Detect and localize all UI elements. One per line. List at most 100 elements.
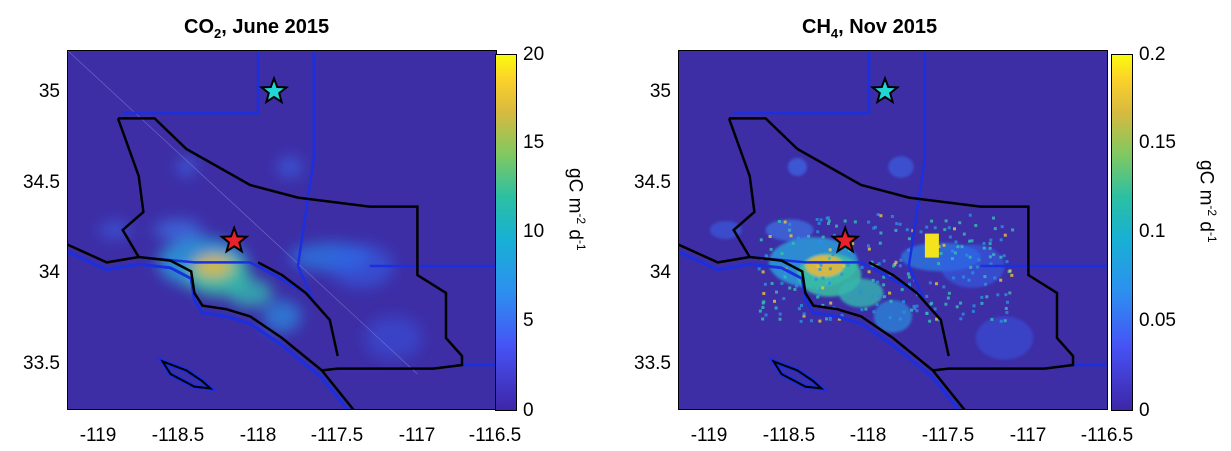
emission-pixel — [888, 316, 892, 320]
emission-pixel — [819, 218, 823, 222]
emission-pixel — [1003, 319, 1007, 323]
emission-pixel — [968, 213, 972, 217]
emission-blob — [364, 316, 423, 360]
emission-pixel — [962, 275, 966, 279]
emission-pixel — [876, 213, 880, 216]
emission-pixel — [774, 306, 778, 310]
emission-pixel — [875, 303, 879, 307]
co2-x-tick-label: -118 — [239, 425, 277, 446]
emission-pixel — [950, 257, 954, 261]
coastline — [678, 243, 966, 410]
emission-pixel — [895, 222, 899, 226]
ch4-y-tick-label: 35 — [649, 81, 671, 102]
emission-pixel — [816, 230, 820, 234]
emission-pixel — [948, 235, 952, 239]
ch4-x-tick-label: -117 — [1009, 425, 1047, 446]
emission-pixel — [946, 296, 950, 300]
emission-pixel — [944, 302, 948, 306]
emission-pixel — [982, 246, 986, 250]
emission-pixel — [1004, 293, 1008, 297]
emission-pixel — [1008, 269, 1012, 273]
emission-pixel — [761, 306, 765, 309]
emission-pixel — [775, 290, 778, 294]
emission-pixel — [867, 270, 871, 274]
emission-pixel — [837, 317, 841, 321]
emission-pixel — [773, 251, 777, 255]
basin-boundary — [138, 255, 307, 295]
emission-pixel — [816, 295, 820, 299]
co2-x-tick-label: -117 — [398, 425, 436, 446]
emission-pixel — [962, 232, 966, 236]
basin-boundary — [122, 50, 260, 115]
emission-pixel — [996, 293, 1000, 297]
emission-pixel — [892, 264, 896, 268]
emission-pixel — [879, 214, 883, 218]
emission-pixel — [925, 225, 929, 229]
emission-pixel — [902, 310, 906, 314]
co2-colorbar-tick: 0 — [523, 400, 534, 421]
emission-pixel — [762, 292, 766, 295]
emission-pixel — [840, 272, 844, 276]
emission-pixel — [789, 234, 793, 238]
emission-pixel — [882, 259, 886, 263]
emission-blob — [262, 300, 302, 333]
emission-pixel — [965, 253, 969, 257]
emission-pixel — [871, 294, 875, 298]
emission-pixel — [952, 276, 956, 280]
ch4-x-tick-label: -116.5 — [1080, 425, 1134, 446]
emission-pixel — [968, 255, 972, 259]
island-outline — [160, 359, 214, 390]
emission-pixel — [933, 307, 937, 311]
emission-pixel — [812, 277, 816, 281]
emission-pixel — [989, 262, 993, 266]
emission-pixel — [1002, 254, 1006, 258]
emission-pixel — [818, 319, 822, 323]
emission-pixel — [840, 313, 844, 317]
emission-pixel — [999, 278, 1003, 282]
emission-pixel — [828, 248, 832, 252]
emission-pixel — [818, 242, 822, 245]
emission-blob — [975, 316, 1034, 360]
emission-pixel — [783, 220, 787, 224]
emission-pixel — [867, 220, 871, 224]
county-line — [257, 261, 339, 357]
co2-x-tick-label: -119 — [79, 425, 117, 446]
emission-pixel — [993, 227, 997, 231]
ch4-y-tick-label: 34.5 — [634, 172, 671, 193]
emission-blob — [873, 300, 913, 333]
emission-pixel — [761, 301, 765, 305]
emission-blob — [805, 255, 844, 277]
basin-boundary — [907, 50, 927, 303]
emission-pixel — [826, 216, 830, 220]
county-line — [868, 261, 950, 357]
emission-pixel — [827, 222, 830, 225]
ch4-y-tick-label: 34 — [649, 262, 671, 283]
emission-pixel — [988, 246, 992, 250]
emission-pixel — [833, 233, 836, 237]
co2-colorbar-label: gC m-2 d-1 — [564, 168, 588, 251]
emission-pixel — [1011, 228, 1015, 232]
island-outline — [771, 359, 825, 390]
emission-pixel — [773, 299, 776, 303]
emission-pixel — [853, 220, 857, 224]
emission-pixel — [954, 240, 958, 244]
emission-pixel — [999, 319, 1003, 323]
emission-pixel — [842, 264, 846, 268]
emission-pixel — [761, 270, 765, 274]
emission-pixel — [951, 249, 954, 253]
emission-pixel — [757, 267, 761, 271]
basin-boundary — [296, 50, 316, 303]
emission-pixel — [759, 238, 763, 242]
emission-pixel — [928, 319, 932, 323]
emission-pixel — [872, 226, 876, 230]
emission-blob — [227, 278, 273, 308]
emission-pixel — [788, 222, 792, 226]
basin-boundary — [749, 255, 918, 295]
emission-pixel — [925, 294, 929, 298]
emission-pixel — [990, 317, 994, 321]
emission-pixel — [982, 242, 986, 245]
co2-colorbar-tick: 5 — [523, 310, 534, 331]
emission-pixel — [961, 312, 965, 316]
emission-pixel — [764, 313, 768, 317]
emission-pixel — [935, 282, 938, 286]
